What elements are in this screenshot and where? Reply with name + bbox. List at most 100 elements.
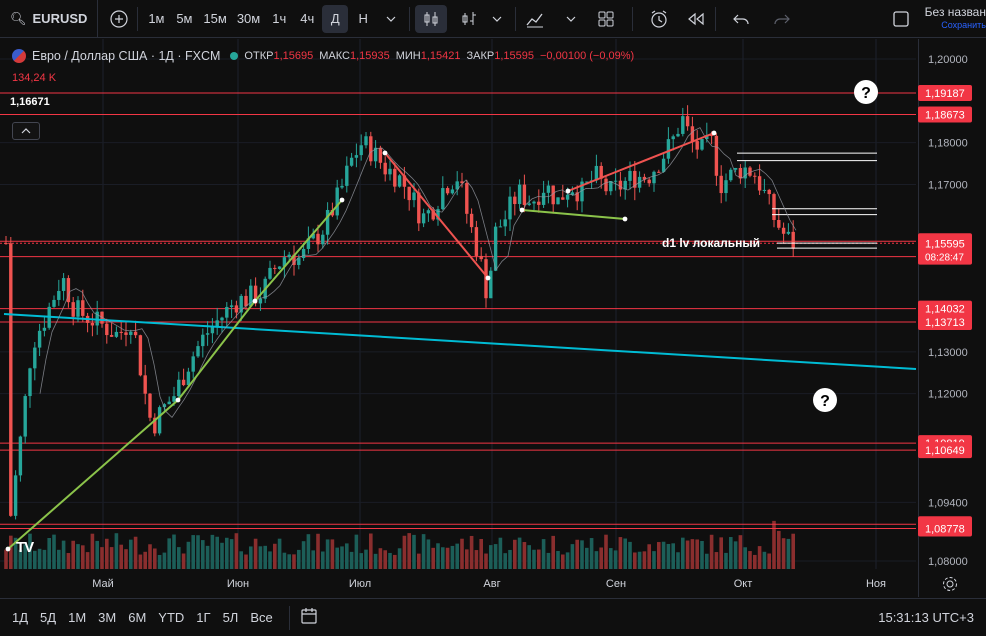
legend-title[interactable]: Евро / Доллар США · 1Д · FXCM bbox=[32, 49, 221, 63]
candle-body bbox=[388, 168, 392, 175]
chart-type-dropdown[interactable] bbox=[484, 5, 510, 33]
candle-body bbox=[249, 285, 253, 307]
interval-30m[interactable]: 30м bbox=[236, 11, 261, 26]
volume-bar bbox=[249, 546, 253, 569]
chevron-up-icon bbox=[21, 128, 31, 134]
range-1m[interactable]: 1М bbox=[68, 610, 87, 625]
candle-body bbox=[532, 201, 536, 204]
range-3m[interactable]: 3М bbox=[98, 610, 117, 625]
add-symbol-button[interactable] bbox=[106, 5, 132, 33]
volume-bar bbox=[772, 520, 776, 569]
interval-dropdown[interactable] bbox=[378, 5, 404, 33]
interval-4h[interactable]: 4ч bbox=[300, 11, 315, 26]
fullscreen-button[interactable] bbox=[888, 5, 914, 33]
candle-body bbox=[450, 189, 455, 194]
volume-bar bbox=[417, 553, 421, 569]
symbol-search[interactable]: 🔍︎ EURUSD bbox=[0, 0, 99, 38]
candles-chart-type-button[interactable] bbox=[415, 4, 448, 33]
close-label: ЗАКР bbox=[466, 50, 495, 62]
current-price-bg bbox=[918, 234, 972, 265]
layout-name[interactable]: Без назван Сохранить bbox=[925, 6, 986, 32]
volume-bar bbox=[628, 541, 632, 569]
left-price-tag: 1,16671 bbox=[10, 96, 50, 108]
interval-5m[interactable]: 5м bbox=[176, 11, 193, 26]
candle-body bbox=[791, 231, 795, 249]
volume-bar bbox=[729, 537, 733, 569]
interval-day[interactable]: Д bbox=[322, 4, 349, 33]
volume-bar bbox=[479, 538, 483, 569]
price-tick: 1,17000 bbox=[928, 180, 968, 192]
volume-bar bbox=[738, 535, 743, 569]
candle-body bbox=[700, 139, 704, 150]
volume-bar bbox=[604, 534, 608, 569]
candle-body bbox=[565, 194, 570, 200]
candle-body bbox=[23, 396, 27, 437]
replay-button[interactable] bbox=[682, 5, 710, 33]
volume-bar bbox=[76, 544, 80, 569]
channel-line bbox=[567, 132, 715, 192]
bars-chart-type-button[interactable] bbox=[456, 5, 482, 33]
volume-bar bbox=[273, 543, 277, 569]
divider bbox=[137, 6, 139, 31]
volume-bar bbox=[119, 544, 123, 569]
clock[interactable]: 15:31:13 UTC+3 bbox=[878, 610, 974, 625]
candle-body bbox=[71, 302, 75, 317]
candle-body bbox=[421, 213, 426, 224]
go-to-date-button[interactable] bbox=[300, 607, 318, 628]
anchor-point bbox=[5, 546, 11, 552]
interval-1m[interactable]: 1м bbox=[148, 11, 165, 26]
indicators-dropdown[interactable] bbox=[558, 5, 584, 33]
volume-bar bbox=[47, 537, 51, 569]
interval-15m[interactable]: 15м bbox=[203, 11, 227, 26]
candle-body bbox=[273, 267, 277, 269]
volume-bar bbox=[191, 535, 195, 569]
chart-settings-gear-icon[interactable] bbox=[940, 574, 960, 594]
range-ytd[interactable]: YTD bbox=[158, 610, 185, 625]
volume-bar bbox=[642, 551, 647, 569]
candle-body bbox=[330, 209, 335, 216]
candle-body bbox=[647, 179, 651, 184]
chart-pane[interactable]: d1 lv локальный?? 1,20000 1,18000 1,17000 1… bbox=[0, 39, 986, 597]
volume-bar bbox=[277, 538, 282, 569]
volume-bar bbox=[666, 543, 671, 569]
interval-1h[interactable]: 1ч bbox=[272, 11, 287, 26]
range-6m[interactable]: 6М bbox=[128, 610, 147, 625]
open-label: ОТКР bbox=[244, 50, 274, 62]
collapse-legend-button[interactable] bbox=[12, 122, 40, 140]
plus-circle-icon bbox=[110, 9, 129, 28]
chevron-down-icon bbox=[386, 16, 396, 22]
volume-bar bbox=[57, 549, 61, 569]
candle-body bbox=[609, 181, 613, 192]
candle-body bbox=[666, 139, 671, 159]
alert-button[interactable] bbox=[645, 5, 673, 33]
volume-bar bbox=[599, 547, 603, 569]
volume-bar bbox=[474, 550, 479, 569]
candle-body bbox=[681, 116, 685, 134]
candle-body bbox=[657, 171, 661, 173]
interval-week[interactable]: Н bbox=[358, 11, 368, 26]
volume-bar bbox=[378, 548, 383, 569]
range-5y[interactable]: 5Л bbox=[222, 610, 239, 625]
candle-body bbox=[220, 317, 224, 321]
volume-bar bbox=[335, 547, 339, 569]
range-all[interactable]: Все bbox=[250, 610, 273, 625]
candle-body bbox=[508, 196, 512, 220]
indicators-button[interactable] bbox=[521, 5, 549, 33]
candle-body bbox=[397, 175, 402, 187]
layout-title: Без назван bbox=[924, 5, 986, 19]
range-1y[interactable]: 1Г bbox=[196, 610, 211, 625]
candle-body bbox=[325, 209, 330, 235]
tradingview-logo[interactable]: TV bbox=[16, 539, 34, 556]
range-1d[interactable]: 1Д bbox=[12, 610, 29, 625]
redo-button[interactable] bbox=[769, 5, 795, 33]
chart-canvas[interactable]: d1 lv локальный?? 1,20000 1,18000 1,17000 1… bbox=[0, 39, 986, 597]
undo-button[interactable] bbox=[728, 5, 754, 33]
candle-body bbox=[585, 181, 589, 183]
price-tag-bg bbox=[918, 314, 972, 331]
layouts-button[interactable] bbox=[593, 5, 619, 33]
volume-bar bbox=[340, 546, 344, 569]
range-5d[interactable]: 5Д bbox=[40, 610, 57, 625]
time-label: Окт bbox=[734, 578, 753, 590]
volume-bar bbox=[445, 547, 450, 569]
candle-body bbox=[729, 169, 733, 181]
